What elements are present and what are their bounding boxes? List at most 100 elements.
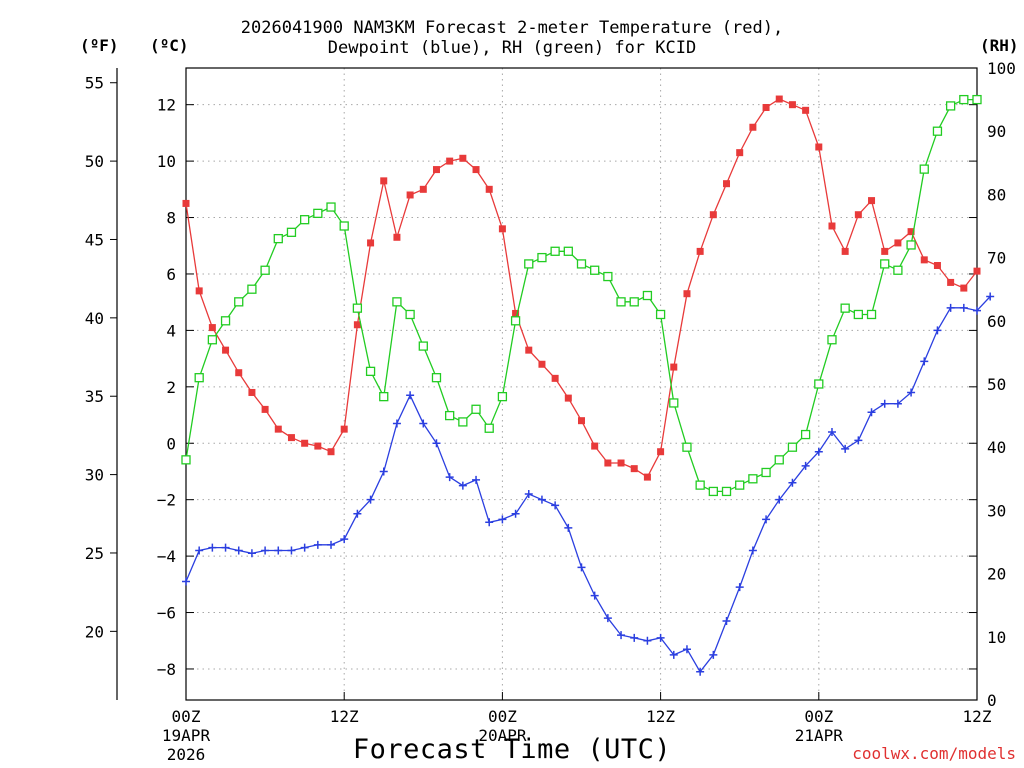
- rh-point: [695, 480, 705, 490]
- rh-point: [563, 246, 573, 256]
- 2-meter-temperature-point: [367, 239, 375, 247]
- dewpoint-point: [814, 447, 823, 456]
- rh-point: [735, 480, 745, 490]
- dewpoint-point: [630, 633, 639, 642]
- dewpoint-point: [748, 546, 757, 555]
- rh-point: [590, 265, 600, 275]
- 2-meter-temperature-point: [762, 104, 770, 111]
- rh-tick-label: 40: [987, 438, 1006, 457]
- rh-point: [510, 316, 521, 326]
- dewpoint-point: [419, 419, 428, 428]
- 2-meter-temperature-point: [670, 363, 678, 371]
- 2-meter-temperature-point: [538, 360, 546, 368]
- 2-meter-temperature-point: [327, 448, 335, 456]
- 2-meter-temperature-point: [261, 405, 269, 413]
- rh-point: [471, 404, 481, 414]
- rh-point: [748, 474, 758, 484]
- celsius-tick-label: 4: [166, 321, 176, 340]
- dewpoint-point: [564, 523, 573, 532]
- fahrenheit-unit-label: (ºF): [80, 36, 119, 55]
- rh-point: [800, 429, 811, 440]
- 2-meter-temperature-point: [960, 284, 968, 292]
- 2-meter-temperature-point: [195, 287, 203, 295]
- dewpoint-point: [498, 515, 507, 524]
- x-tick-year-label: 2026: [167, 745, 206, 764]
- rh-point: [721, 486, 732, 497]
- x-tick-label: 12Z: [963, 707, 992, 726]
- dewpoint-point: [775, 495, 784, 504]
- rh-point: [761, 467, 771, 478]
- rh-point: [445, 410, 455, 421]
- 2-meter-temperature-point: [973, 267, 981, 275]
- rh-point: [827, 335, 837, 345]
- rh-point: [866, 309, 877, 320]
- celsius-tick-label: −8: [157, 660, 176, 679]
- rh-point: [959, 94, 969, 105]
- rh-point: [708, 486, 718, 497]
- rh-point: [880, 259, 890, 269]
- rh-tick-label: 10: [987, 628, 1006, 647]
- dewpoint-point: [300, 543, 309, 552]
- dewpoint-point: [537, 495, 546, 504]
- rh-tick-label: 20: [987, 565, 1006, 584]
- 2-meter-temperature-point: [828, 222, 836, 230]
- x-tick-date-label: 19APR: [162, 726, 211, 745]
- 2-meter-temperature-point: [881, 247, 889, 255]
- dewpoint-point: [366, 495, 375, 504]
- rh-point: [299, 215, 310, 225]
- 2-meter-temperature-point: [841, 247, 849, 255]
- 2-meter-temperature-point: [709, 211, 717, 219]
- dewpoint-point: [524, 490, 533, 499]
- rh-point: [273, 233, 283, 244]
- dewpoint-point: [867, 408, 876, 417]
- 2-meter-temperature-point: [432, 166, 440, 174]
- rh-point: [603, 271, 613, 282]
- 2-meter-temperature-point: [182, 199, 190, 207]
- dewpoint-point: [617, 631, 626, 640]
- dewpoint-point: [234, 546, 243, 555]
- 2-meter-temperature-point: [235, 369, 243, 377]
- x-tick-date-label: 20APR: [478, 726, 527, 745]
- x-tick-date-label: 21APR: [795, 726, 844, 745]
- rh-point: [682, 442, 692, 452]
- 2-meter-temperature-point: [564, 394, 572, 402]
- dewpoint-point: [208, 543, 217, 552]
- dewpoint-point: [485, 518, 494, 527]
- fahrenheit-tick-label: 30: [85, 466, 104, 485]
- 2-meter-temperature-point: [393, 233, 401, 241]
- rh-unit-label: (RH): [980, 36, 1019, 55]
- dewpoint-line: [185, 296, 991, 673]
- plot-frame: [185, 67, 978, 701]
- dewpoint-point: [379, 467, 388, 476]
- 2-meter-temperature-point: [775, 95, 783, 103]
- rh-point: [814, 379, 824, 389]
- rh-point: [352, 303, 363, 313]
- 2-meter-temperature-point: [788, 101, 796, 109]
- rh-point: [642, 290, 653, 301]
- dewpoint-point: [472, 475, 481, 484]
- celsius-tick-label: −6: [157, 604, 176, 623]
- rh-tick-label: 80: [987, 185, 1006, 204]
- 2-meter-temperature-point: [498, 225, 506, 233]
- celsius-tick-label: 0: [166, 434, 176, 453]
- fahrenheit-tick-label: 20: [85, 622, 104, 641]
- dewpoint-point: [327, 540, 336, 549]
- 2-meter-temperature-point: [274, 425, 282, 433]
- 2-meter-temperature-point: [340, 425, 348, 433]
- dewpoint-point: [656, 633, 665, 642]
- rh-point: [247, 284, 257, 294]
- dewpoint-point: [577, 563, 586, 572]
- rh-point: [365, 366, 376, 377]
- dewpoint-point: [406, 391, 415, 400]
- rh-tick-label: 0: [987, 691, 997, 710]
- 2-meter-temperature-point: [578, 417, 585, 425]
- rh-point: [919, 164, 929, 174]
- rh-point: [945, 101, 956, 111]
- rh-point: [576, 259, 587, 269]
- fahrenheit-tick-label: 55: [85, 74, 104, 93]
- 2-meter-temperature-point: [222, 346, 230, 354]
- x-tick-label: 12Z: [330, 707, 359, 726]
- dewpoint-point: [854, 436, 863, 445]
- 2-meter-temperature-point: [736, 149, 744, 157]
- rh-point: [379, 391, 389, 402]
